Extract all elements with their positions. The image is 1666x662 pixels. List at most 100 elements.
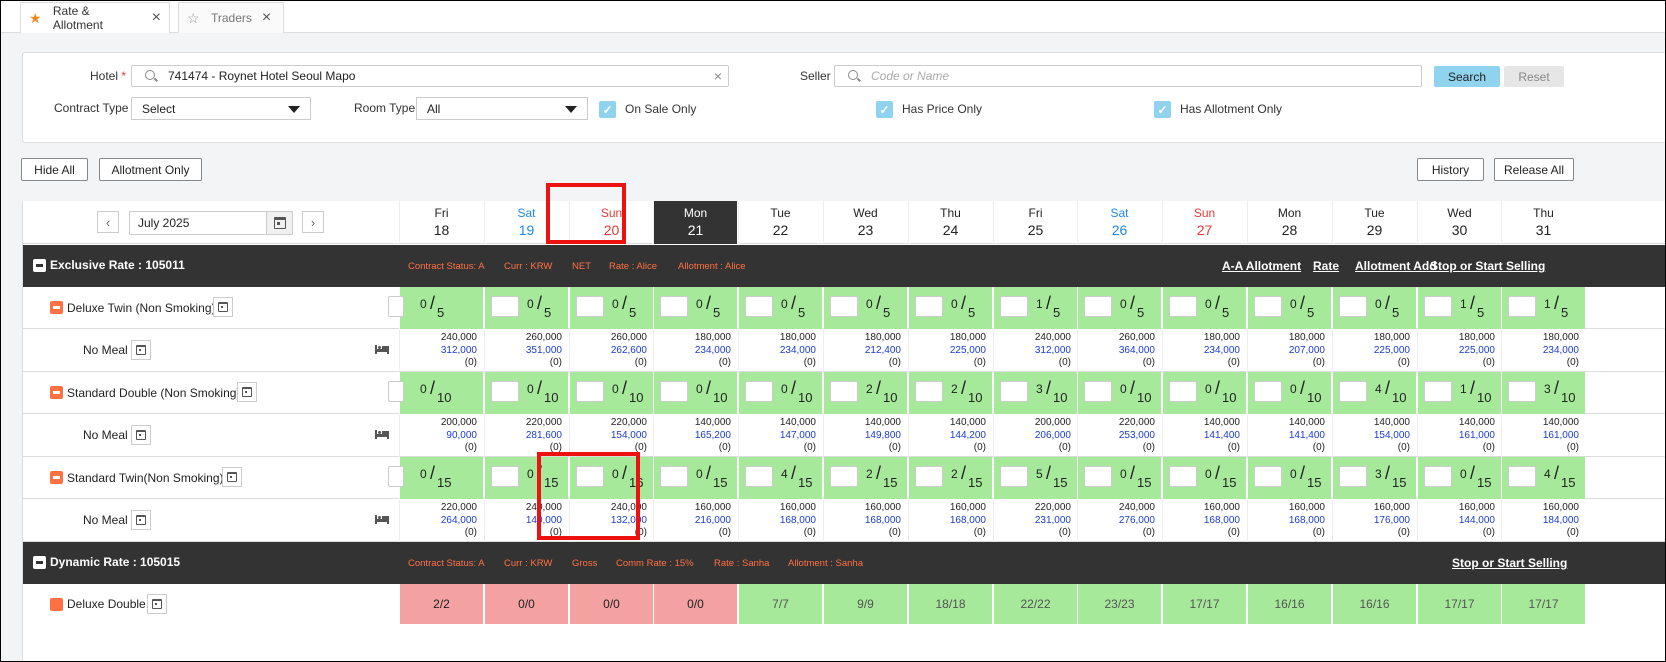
price-cell[interactable]: 220,000 231,000 (0) <box>993 499 1077 542</box>
allotment-input[interactable] <box>745 296 773 317</box>
allotment-input[interactable] <box>830 466 858 487</box>
allotment-input[interactable] <box>1424 296 1452 317</box>
allotment-input[interactable] <box>1169 466 1197 487</box>
allotment-input[interactable] <box>1424 466 1452 487</box>
price-cell[interactable]: 160,000 184,000 (0) <box>1501 499 1585 542</box>
allotment-input[interactable] <box>1084 296 1112 317</box>
history-button[interactable]: History <box>1417 158 1484 181</box>
collapse-icon[interactable] <box>50 598 63 611</box>
contract-type-select[interactable]: Select <box>131 97 311 120</box>
allotment-input[interactable] <box>1508 381 1536 402</box>
price-cell[interactable]: 160,000 168,000 (0) <box>908 499 992 542</box>
allotment-input[interactable] <box>1339 296 1367 317</box>
allotment-input[interactable] <box>388 381 404 402</box>
price-cell[interactable]: 180,000 234,000 (0) <box>1501 329 1585 372</box>
price-cell[interactable]: 140,000 141,400 (0) <box>1162 414 1246 457</box>
dynamic-allotment-cell[interactable]: 9/9 <box>823 584 907 624</box>
allotment-only-button[interactable]: Allotment Only <box>99 158 202 181</box>
price-cell[interactable]: 140,000 147,000 (0) <box>738 414 822 457</box>
price-cell[interactable]: 140,000 149,800 (0) <box>823 414 907 457</box>
room-calendar-button[interactable] <box>222 467 242 487</box>
clear-icon[interactable]: × <box>713 68 722 84</box>
meal-calendar-button[interactable] <box>131 425 151 445</box>
dynamic-allotment-cell[interactable]: 2/2 <box>399 584 483 624</box>
hotel-input[interactable]: 741474 - Roynet Hotel Seoul Mapo × <box>131 65 729 87</box>
release-all-button[interactable]: Release All <box>1494 158 1574 181</box>
price-cell[interactable]: 140,000 165,200 (0) <box>653 414 737 457</box>
allotment-input[interactable] <box>915 381 943 402</box>
price-cell[interactable]: 160,000 144,000 (0) <box>1417 499 1501 542</box>
tab-traders[interactable]: ☆ Traders × <box>178 2 284 33</box>
price-cell[interactable]: 140,000 144,200 (0) <box>908 414 992 457</box>
price-cell[interactable]: 260,000 351,000 (0) <box>484 329 568 372</box>
price-cell[interactable]: 240,000 312,000 (0) <box>993 329 1077 372</box>
allotment-input[interactable] <box>915 296 943 317</box>
allotment-input[interactable] <box>1084 466 1112 487</box>
price-cell[interactable]: 240,000 312,000 (0) <box>399 329 483 372</box>
dynamic-allotment-cell[interactable]: 0/0 <box>653 584 737 624</box>
collapse-icon[interactable] <box>50 386 63 399</box>
dynamic-allotment-cell[interactable]: 17/17 <box>1162 584 1246 624</box>
allotment-input[interactable] <box>745 466 773 487</box>
has-price-only-checkbox[interactable]: ✓ <box>876 101 893 118</box>
allotment-input[interactable] <box>1169 296 1197 317</box>
calendar-button[interactable] <box>266 212 292 234</box>
allotment-input[interactable] <box>491 381 519 402</box>
allotment-input[interactable] <box>1254 381 1282 402</box>
meal-calendar-button[interactable] <box>131 510 151 530</box>
section-link[interactable]: Rate <box>1313 259 1340 273</box>
allotment-input[interactable] <box>1000 381 1028 402</box>
price-cell[interactable]: 180,000 212,400 (0) <box>823 329 907 372</box>
allotment-input[interactable] <box>915 466 943 487</box>
price-cell[interactable]: 140,000 161,000 (0) <box>1501 414 1585 457</box>
dynamic-allotment-cell[interactable]: 0/0 <box>569 584 653 624</box>
price-cell[interactable]: 140,000 141,400 (0) <box>1247 414 1331 457</box>
price-cell[interactable]: 140,000 154,000 (0) <box>1332 414 1416 457</box>
bed-icon[interactable] <box>375 430 389 439</box>
bed-icon[interactable] <box>375 515 389 524</box>
close-icon[interactable]: × <box>151 9 161 26</box>
allotment-input[interactable] <box>1254 296 1282 317</box>
collapse-icon[interactable] <box>33 556 46 569</box>
month-picker[interactable]: July 2025 <box>129 211 293 235</box>
allotment-input[interactable] <box>660 381 688 402</box>
price-cell[interactable]: 180,000 234,000 (0) <box>653 329 737 372</box>
price-cell[interactable]: 180,000 225,000 (0) <box>908 329 992 372</box>
dynamic-allotment-cell[interactable]: 7/7 <box>738 584 822 624</box>
price-cell[interactable]: 160,000 168,000 (0) <box>1162 499 1246 542</box>
search-button[interactable]: Search <box>1434 66 1500 87</box>
room-calendar-button[interactable] <box>237 382 257 402</box>
allotment-input[interactable] <box>830 381 858 402</box>
allotment-input[interactable] <box>1000 296 1028 317</box>
price-cell[interactable]: 160,000 168,000 (0) <box>823 499 907 542</box>
price-cell[interactable]: 180,000 225,000 (0) <box>1332 329 1416 372</box>
allotment-input[interactable] <box>576 381 604 402</box>
allotment-input[interactable] <box>830 296 858 317</box>
section-link[interactable]: Stop or Start Selling <box>1452 556 1568 570</box>
allotment-input[interactable] <box>1000 466 1028 487</box>
price-cell[interactable]: 160,000 168,000 (0) <box>1247 499 1331 542</box>
allotment-input[interactable] <box>1339 381 1367 402</box>
dynamic-allotment-cell[interactable]: 16/16 <box>1332 584 1416 624</box>
price-cell[interactable]: 160,000 168,000 (0) <box>738 499 822 542</box>
price-cell[interactable]: 160,000 176,000 (0) <box>1332 499 1416 542</box>
price-cell[interactable]: 260,000 262,600 (0) <box>569 329 653 372</box>
allotment-input[interactable] <box>576 466 604 487</box>
tab-rate-allotment[interactable]: ★ Rate & Allotment × <box>20 2 170 33</box>
price-cell[interactable]: 240,000 132,000 (0) <box>569 499 653 542</box>
meal-calendar-button[interactable] <box>131 340 151 360</box>
allotment-input[interactable] <box>1424 381 1452 402</box>
dynamic-allotment-cell[interactable]: 17/17 <box>1501 584 1585 624</box>
allotment-input[interactable] <box>745 381 773 402</box>
price-cell[interactable]: 200,000 90,000 (0) <box>399 414 483 457</box>
price-cell[interactable]: 180,000 207,000 (0) <box>1247 329 1331 372</box>
allotment-input[interactable] <box>491 466 519 487</box>
collapse-icon[interactable] <box>50 471 63 484</box>
allotment-input[interactable] <box>388 466 404 487</box>
price-cell[interactable]: 200,000 206,000 (0) <box>993 414 1077 457</box>
allotment-input[interactable] <box>1169 381 1197 402</box>
dynamic-allotment-cell[interactable]: 16/16 <box>1247 584 1331 624</box>
allotment-input[interactable] <box>491 296 519 317</box>
allotment-input[interactable] <box>660 466 688 487</box>
price-cell[interactable]: 180,000 234,000 (0) <box>738 329 822 372</box>
